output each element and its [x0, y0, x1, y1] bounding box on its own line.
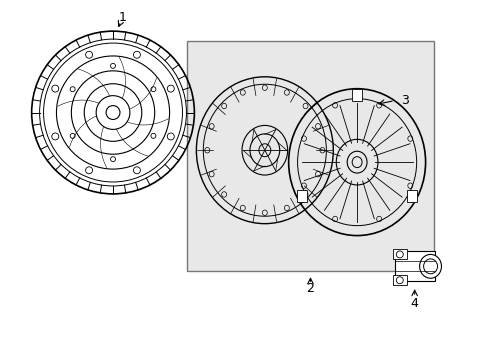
Text: 1: 1 [119, 11, 126, 24]
Bar [392, 275, 406, 285]
Ellipse shape [423, 259, 437, 274]
Bar [407, 190, 416, 202]
Text: 4: 4 [410, 297, 418, 310]
Text: 2: 2 [306, 282, 314, 294]
Bar [351, 89, 361, 100]
Bar [392, 249, 406, 260]
Bar [394, 251, 434, 281]
Text: 3: 3 [400, 94, 408, 107]
Ellipse shape [419, 255, 441, 278]
Bar [297, 190, 306, 202]
Bar [187, 41, 433, 271]
